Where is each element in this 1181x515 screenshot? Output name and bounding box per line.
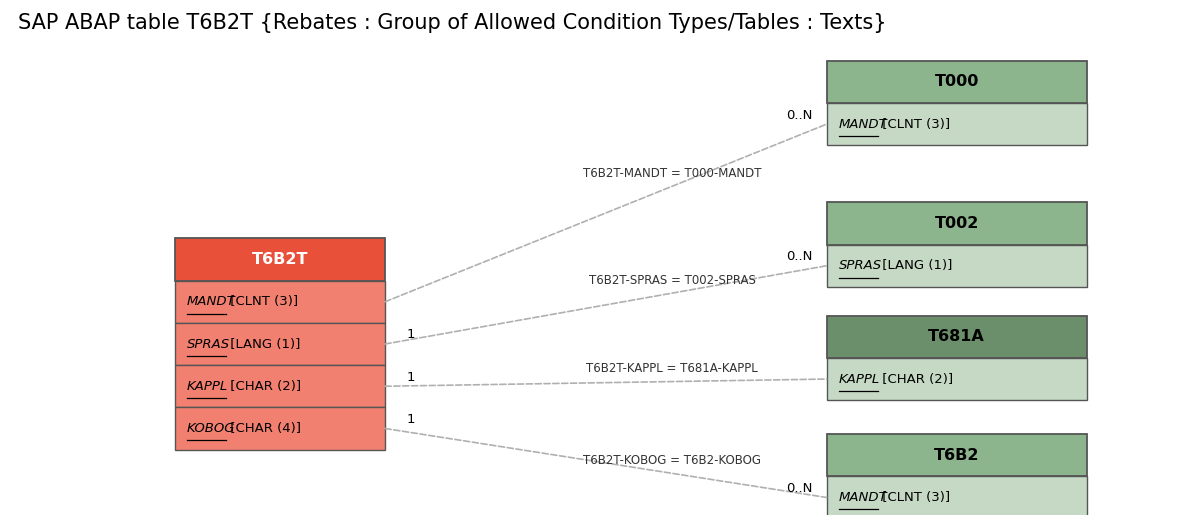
Text: [CLNT (3)]: [CLNT (3)] — [879, 491, 951, 504]
Text: [CHAR (4)]: [CHAR (4)] — [227, 422, 301, 435]
FancyBboxPatch shape — [827, 476, 1087, 515]
Text: 1: 1 — [406, 413, 415, 426]
Text: [CHAR (2)]: [CHAR (2)] — [879, 372, 953, 386]
Text: MANDT: MANDT — [839, 117, 887, 131]
Text: [LANG (1)]: [LANG (1)] — [227, 337, 300, 351]
Text: T6B2T: T6B2T — [252, 252, 308, 267]
Text: T681A: T681A — [928, 329, 985, 345]
Text: T6B2T-KAPPL = T681A-KAPPL: T6B2T-KAPPL = T681A-KAPPL — [586, 363, 758, 375]
Text: T6B2: T6B2 — [934, 448, 979, 463]
Text: [CLNT (3)]: [CLNT (3)] — [879, 117, 951, 131]
Text: T6B2T-MANDT = T000-MANDT: T6B2T-MANDT = T000-MANDT — [583, 167, 762, 180]
FancyBboxPatch shape — [827, 103, 1087, 145]
Text: SPRAS: SPRAS — [187, 337, 230, 351]
FancyBboxPatch shape — [827, 245, 1087, 287]
FancyBboxPatch shape — [827, 358, 1087, 400]
Text: SPRAS: SPRAS — [839, 259, 882, 272]
Text: [CLNT (3)]: [CLNT (3)] — [227, 295, 299, 308]
FancyBboxPatch shape — [175, 407, 385, 450]
Text: 1: 1 — [406, 371, 415, 384]
Text: KAPPL: KAPPL — [839, 372, 880, 386]
Text: T6B2T-SPRAS = T002-SPRAS: T6B2T-SPRAS = T002-SPRAS — [588, 274, 756, 287]
FancyBboxPatch shape — [827, 316, 1087, 358]
Text: KAPPL: KAPPL — [187, 380, 228, 393]
Text: SAP ABAP table T6B2T {Rebates : Group of Allowed Condition Types/Tables : Texts}: SAP ABAP table T6B2T {Rebates : Group of… — [18, 13, 886, 33]
Text: T6B2T-KOBOG = T6B2-KOBOG: T6B2T-KOBOG = T6B2-KOBOG — [583, 454, 761, 467]
Text: 0..N: 0..N — [787, 482, 813, 495]
FancyBboxPatch shape — [827, 61, 1087, 103]
FancyBboxPatch shape — [175, 365, 385, 407]
FancyBboxPatch shape — [827, 202, 1087, 245]
Text: [CHAR (2)]: [CHAR (2)] — [227, 380, 301, 393]
Text: KOBOG: KOBOG — [187, 422, 235, 435]
Text: 1: 1 — [406, 329, 415, 341]
FancyBboxPatch shape — [175, 238, 385, 281]
Text: [LANG (1)]: [LANG (1)] — [879, 259, 952, 272]
Text: T000: T000 — [934, 74, 979, 90]
Text: 0..N: 0..N — [787, 109, 813, 122]
Text: 0..N: 0..N — [787, 250, 813, 263]
Text: MANDT: MANDT — [839, 491, 887, 504]
FancyBboxPatch shape — [175, 281, 385, 323]
FancyBboxPatch shape — [175, 323, 385, 365]
Text: T002: T002 — [934, 216, 979, 231]
FancyBboxPatch shape — [827, 434, 1087, 476]
Text: MANDT: MANDT — [187, 295, 235, 308]
